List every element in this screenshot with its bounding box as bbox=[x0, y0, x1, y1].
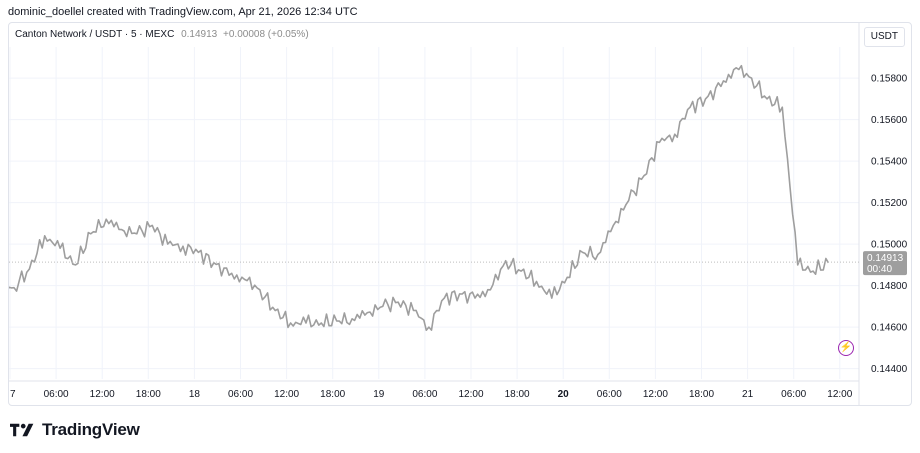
lightning-icon[interactable]: ⚡ bbox=[838, 340, 854, 356]
x-tick-label-2: 12:00 bbox=[90, 389, 115, 400]
x-tick-label-7: 18:00 bbox=[320, 389, 345, 400]
y-tick-label-7: 0.14400 bbox=[871, 364, 908, 375]
x-tick-label-4: 18 bbox=[189, 389, 201, 400]
x-tick-label-3: 18:00 bbox=[136, 389, 161, 400]
x-tick-label-10: 12:00 bbox=[458, 389, 483, 400]
price-series-line bbox=[9, 64, 830, 331]
x-tick-label-16: 21 bbox=[742, 389, 754, 400]
x-tick-label-15: 18:00 bbox=[689, 389, 714, 400]
legend-change: +0.00008 (+0.05%) bbox=[223, 29, 309, 40]
x-tick-label-11: 18:00 bbox=[505, 389, 530, 400]
last-price-tag bbox=[863, 251, 907, 276]
x-tick-label-1: 06:00 bbox=[44, 389, 69, 400]
x-tick-label-13: 06:00 bbox=[597, 389, 622, 400]
last-price-tag-value: 0.14913 bbox=[867, 253, 904, 264]
x-tick-label-6: 12:00 bbox=[274, 389, 299, 400]
y-tick-label-2: 0.15400 bbox=[871, 157, 908, 168]
y-tick-label-3: 0.15200 bbox=[871, 198, 908, 209]
chart-pane[interactable]: 0.15800 0.15600 0.15400 0.15200 0.15000 0.148… bbox=[8, 22, 912, 406]
x-tick-label-17: 06:00 bbox=[781, 389, 806, 400]
y-tick-label-0: 0.15800 bbox=[871, 74, 908, 85]
y-tick-label-4: 0.15000 bbox=[871, 240, 908, 251]
tradingview-logo-icon bbox=[10, 423, 34, 437]
y-tick-label-5: 0.14800 bbox=[871, 281, 908, 292]
legend-symbol: Canton Network / USDT · 5 · MEXC bbox=[15, 29, 175, 40]
currency-button[interactable]: USDT bbox=[863, 27, 905, 47]
chart-caption: dominic_doellel created with TradingView… bbox=[8, 6, 358, 18]
x-tick-label-5: 06:00 bbox=[228, 389, 253, 400]
legend-price: 0.14913 bbox=[181, 29, 218, 40]
x-tick-label-12: 20 bbox=[558, 389, 570, 400]
y-tick-label-1: 0.15600 bbox=[871, 115, 908, 126]
x-tick-label-18: 12:00 bbox=[827, 389, 852, 400]
tradingview-logo[interactable]: TradingView bbox=[10, 420, 140, 440]
x-tick-label-14: 12:00 bbox=[643, 389, 668, 400]
logo-text: TradingView bbox=[42, 420, 140, 439]
x-tick-label-0: 7 bbox=[10, 389, 16, 400]
legend: Canton Network / USDT · 5 · MEXC 0.14913… bbox=[15, 29, 309, 40]
y-tick-label-6: 0.14600 bbox=[871, 323, 908, 334]
price-chart[interactable]: 0.15800 0.15600 0.15400 0.15200 0.15000 0.148… bbox=[9, 23, 912, 406]
last-price-tag-countdown: 00:40 bbox=[867, 264, 892, 275]
x-tick-label-9: 06:00 bbox=[412, 389, 437, 400]
x-tick-label-8: 19 bbox=[373, 389, 385, 400]
